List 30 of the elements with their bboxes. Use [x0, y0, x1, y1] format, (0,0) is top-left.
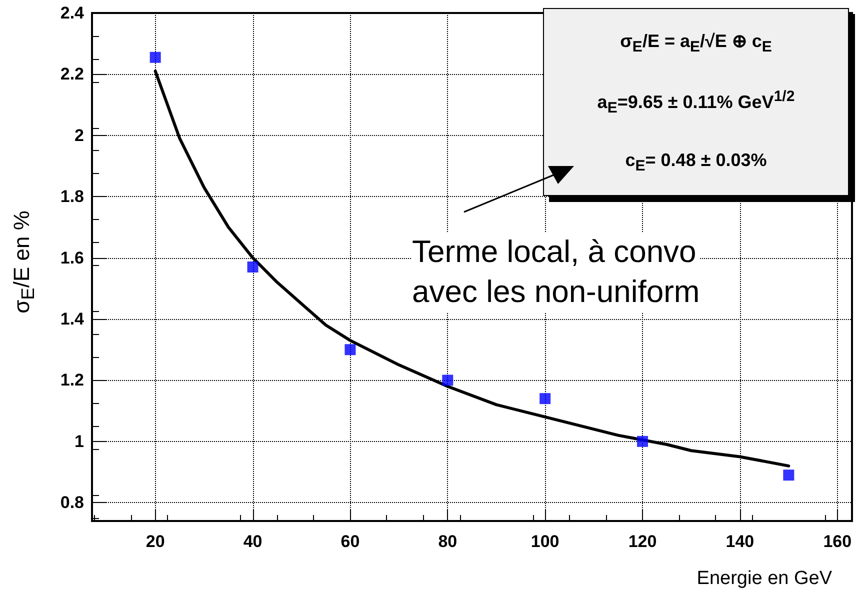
x-tick-label: 140 [726, 532, 754, 551]
point [442, 374, 454, 386]
y-tick-label: 1.6 [60, 248, 84, 268]
x-tick-label: 60 [340, 532, 360, 551]
annotation: σ$_{E}$/E = a$_{E}$/√E ⊕ c$_{E}$ [620, 30, 772, 56]
point [247, 262, 258, 272]
point [150, 52, 161, 63]
y-tick-label: 2.4 [60, 4, 85, 22]
x-tick-label: 100 [530, 532, 560, 551]
x-axis-title: Energie en GeV [696, 568, 832, 589]
x-tick-label: 160 [823, 532, 852, 551]
point [540, 393, 551, 404]
x-tick-label: 40 [243, 532, 262, 551]
point [637, 436, 648, 447]
x-tick-label: 80 [438, 532, 458, 551]
y-tick-label: 0.8 [60, 493, 84, 512]
annotation: c$_{E}$= 0.48 ± 0.03% [625, 150, 767, 174]
y-tick-label: 1.2 [60, 370, 84, 390]
annotation: Terme local, à convo [412, 233, 698, 271]
point [344, 344, 356, 356]
point [783, 470, 794, 481]
x-tick-label: 120 [628, 532, 657, 551]
y-tick-label: 1.8 [60, 187, 84, 206]
x-tick-label: 20 [146, 532, 165, 551]
annotation: avec les non-uniform [412, 273, 700, 311]
y-tick-label: 2.2 [60, 64, 84, 84]
y-tick-label: 1 [74, 432, 84, 451]
y-tick-label: 1.4 [60, 310, 85, 329]
annotation: a$_{E}$=9.65 ± 0.11% GeV$^{1/2}$ [597, 88, 795, 117]
y-tick-label: 2 [74, 126, 84, 145]
